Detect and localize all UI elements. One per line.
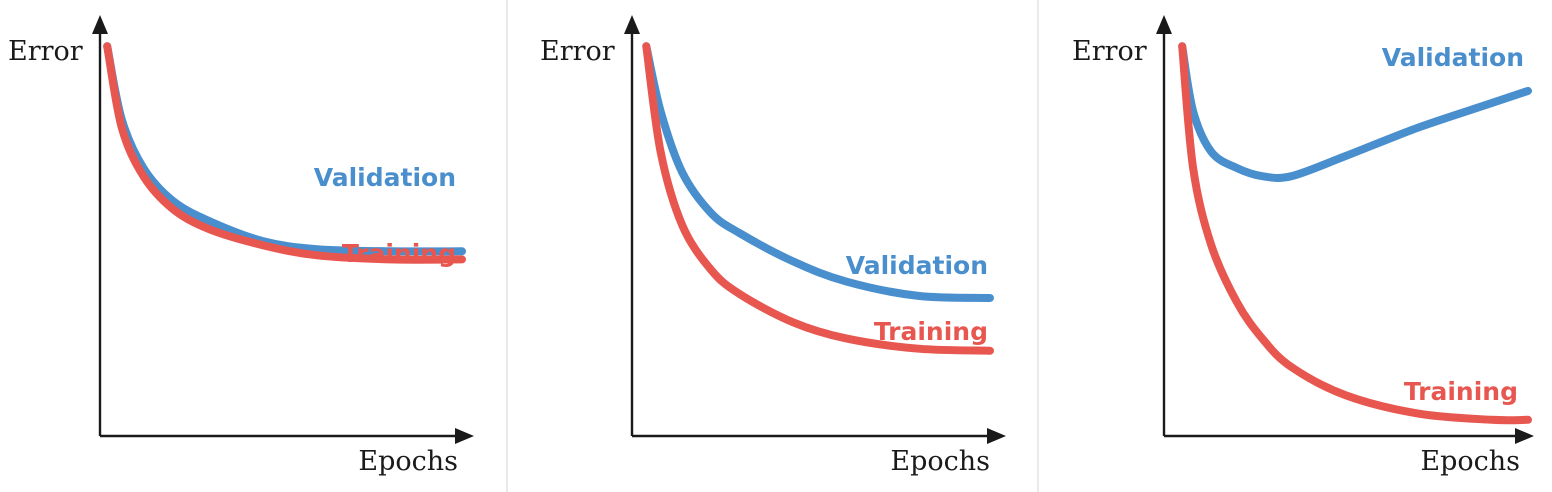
y-axis-label: Error (1072, 36, 1147, 67)
validation-line (1178, 42, 1532, 182)
validation-label: Validation (1382, 43, 1524, 72)
x-axis-label: Epochs (1420, 446, 1520, 477)
training-label: Training (874, 317, 988, 346)
y-axis-arrow-icon (92, 15, 108, 34)
x-axis-label: Epochs (890, 446, 990, 477)
training-label: Training (342, 239, 456, 268)
training-line (642, 42, 994, 355)
training-line (1178, 42, 1532, 425)
validation-line (103, 42, 466, 256)
validation-label: Validation (846, 251, 988, 280)
chart-panel-2: Error Epochs Validation Training (540, 15, 1006, 477)
y-axis-label: Error (8, 36, 83, 67)
validation-line (642, 42, 994, 302)
x-axis-arrow-icon (987, 428, 1006, 444)
y-axis-arrow-icon (624, 15, 640, 34)
y-axis-arrow-icon (1156, 15, 1172, 34)
validation-label: Validation (314, 163, 456, 192)
y-axis-label: Error (540, 36, 615, 67)
training-line (103, 42, 466, 264)
x-axis-label: Epochs (358, 446, 458, 477)
x-axis-arrow-icon (455, 428, 474, 444)
chart-panel-3: Error Epochs Validation Training (1072, 15, 1534, 477)
x-axis-arrow-icon (1515, 428, 1534, 444)
training-label: Training (1404, 377, 1518, 406)
chart-panel-1: Error Epochs Validation Training (8, 15, 474, 477)
